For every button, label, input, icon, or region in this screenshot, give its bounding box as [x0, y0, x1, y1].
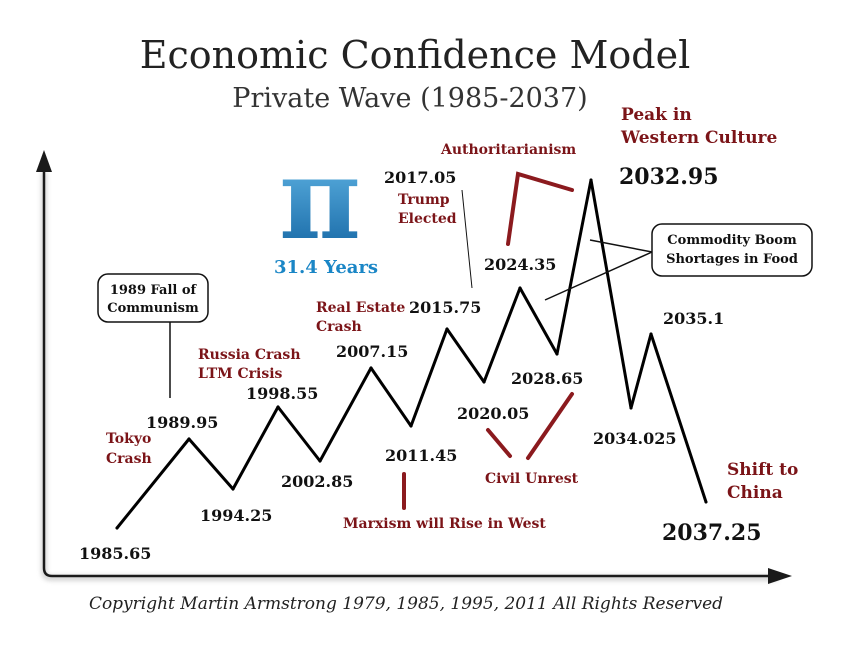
event-authoritarianism: Authoritarianism: [440, 142, 576, 158]
wave-segment-2028.65-to-2032.95: [555, 178, 593, 356]
wave-point-2002.85: [318, 459, 322, 463]
connector-2017-line: [461, 189, 473, 289]
point-labels: 1985.65 1989.95 1994.25 1998.55 2002.85 2007.…: [79, 164, 762, 563]
point-label-1985.65: 1985.65: [79, 544, 151, 563]
wave-segment-1985.65-to-1989.95: [115, 437, 191, 530]
wave-point-2028.65: [555, 352, 559, 356]
wave-point-1985.65: [115, 526, 119, 530]
marker-civil-unrest-left: [486, 428, 512, 458]
wave-point-2024.35: [518, 286, 522, 290]
axes: [36, 150, 792, 584]
wave-point-2020.05: [482, 380, 486, 384]
event-shift-china-line1: Shift to: [727, 460, 798, 480]
event-russia-line2: LTM Crisis: [198, 366, 283, 382]
wave-series: [115, 178, 708, 530]
point-label-1989.95: 1989.95: [146, 413, 218, 432]
wave-point-1994.25: [231, 487, 235, 491]
x-axis-arrow-icon: [768, 568, 792, 584]
event-real-estate-line1: Real Estate: [316, 300, 405, 316]
event-real-estate-line2: Crash: [316, 319, 362, 335]
callout-commodity-pointer-2: [544, 251, 653, 301]
pi-icon: π: [279, 134, 361, 265]
wave-segment-2035.1-to-2037.25: [649, 332, 708, 504]
callout-commodity-line1: Commodity Boom: [667, 233, 797, 248]
callout-commodity-line2: Shortages in Food: [666, 252, 798, 267]
wave-point-1998.55: [276, 405, 280, 409]
point-label-1998.55: 1998.55: [246, 384, 318, 403]
pi-caption: 31.4 Years: [274, 257, 378, 278]
event-marxism: Marxism will Rise in West: [343, 516, 546, 532]
wave-point-2007.15: [369, 366, 373, 370]
point-label-2002.85: 2002.85: [281, 472, 353, 491]
y-axis-arrow-icon: [36, 150, 52, 172]
event-tokyo-line2: Crash: [106, 451, 152, 467]
point-label-2007.15: 2007.15: [336, 342, 408, 361]
marker-civil-unrest-right: [526, 392, 574, 460]
point-label-2035.1: 2035.1: [663, 309, 724, 328]
callout-commodity: Commodity Boom Shortages in Food: [544, 223, 813, 301]
point-label-2028.65: 2028.65: [511, 369, 583, 388]
wave-point-2015.75: [445, 327, 449, 331]
pi-badge: π 31.4 Years: [274, 134, 378, 278]
wave-point-2032.95: [589, 178, 593, 182]
y-axis: [42, 162, 768, 578]
event-trump-line2: Elected: [398, 211, 457, 227]
wave-segment-2011.45-to-2015.75: [409, 327, 449, 428]
chart-title: Economic Confidence Model: [140, 33, 690, 77]
point-label-2037.25: 2037.25: [662, 520, 762, 546]
wave-point-1989.95: [187, 437, 191, 441]
copyright-notice: Copyright Martin Armstrong 1979, 1985, 1…: [89, 594, 723, 614]
wave-segment-2002.85-to-2007.15: [318, 366, 373, 463]
wave-segment-2024.35-to-2028.65: [518, 286, 559, 356]
chart-subtitle: Private Wave (1985-2037): [232, 83, 587, 114]
wave-segment-1994.25-to-1998.55: [231, 405, 280, 491]
wave-point-2011.45: [409, 424, 413, 428]
wave-segment-1998.55-to-2002.85: [276, 405, 322, 463]
wave-point-2037.25: [704, 500, 708, 504]
wave-point-2035.1: [649, 332, 653, 336]
point-label-2032.95: 2032.95: [619, 164, 719, 190]
point-label-2024.35: 2024.35: [484, 255, 556, 274]
event-trump-line1: Trump: [398, 192, 450, 208]
event-markers: [402, 171, 574, 510]
event-civil-unrest: Civil Unrest: [485, 471, 579, 487]
event-shift-china-line2: China: [727, 483, 783, 503]
point-label-2011.45: 2011.45: [385, 446, 457, 465]
wave-segment-2007.15-to-2011.45: [369, 366, 413, 428]
event-tokyo-line1: Tokyo: [106, 431, 151, 447]
wave-segment-2020.05-to-2024.35: [482, 286, 522, 384]
wave-segment-2032.95-to-2034.025: [589, 178, 633, 410]
callout-communism: 1989 Fall of Communism: [97, 273, 209, 398]
event-peak-western-line2: Western Culture: [620, 128, 778, 148]
wave-segment-1989.95-to-1994.25: [187, 437, 235, 491]
wave-segment-2015.75-to-2020.05: [445, 327, 486, 384]
point-label-2034.025: 2034.025: [593, 429, 677, 448]
callout-commodity-pointer-1: [589, 239, 653, 253]
point-label-2015.75: 2015.75: [409, 298, 481, 317]
point-label-1994.25: 1994.25: [200, 506, 272, 525]
callout-communism-line1: 1989 Fall of: [110, 283, 198, 298]
event-russia-line1: Russia Crash: [198, 347, 301, 363]
event-peak-western-line1: Peak in: [621, 105, 692, 125]
marker-authoritarianism: [506, 171, 574, 246]
callout-communism-line2: Communism: [107, 301, 199, 316]
wave-segment-2034.025-to-2035.1: [629, 332, 653, 410]
wave-point-2034.025: [629, 406, 633, 410]
point-label-2020.05: 2020.05: [457, 404, 529, 423]
label-2017-05: 2017.05: [384, 168, 456, 187]
